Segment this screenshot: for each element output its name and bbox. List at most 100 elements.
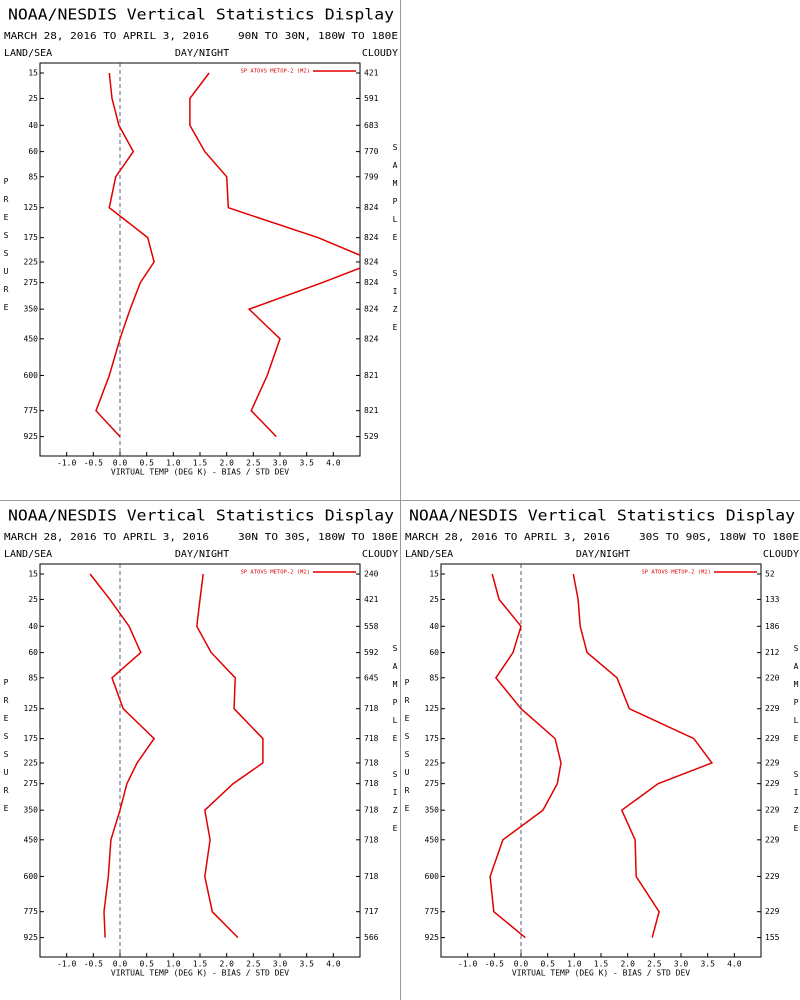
chart-panel: NOAA/NESDIS Vertical Statistics Display M… (4, 507, 398, 978)
sample-size: 229 (765, 779, 780, 788)
x-tick-label: 0.5 (139, 459, 154, 468)
y-tick-label: 775 (24, 406, 39, 415)
legend-label: SP ATOVS METOP-2 (M2) (240, 570, 310, 576)
y-tick-label: 450 (24, 835, 39, 844)
y-tick-label: 15 (28, 68, 38, 77)
divider (0, 500, 800, 501)
y-tick-label: 85 (28, 673, 38, 682)
sample-size: 718 (364, 872, 379, 881)
chart-panel: NOAA/NESDIS Vertical Statistics Display M… (405, 507, 799, 978)
y-tick-label: 775 (24, 907, 39, 916)
legend-label: SP ATOVS METOP-2 (M2) (240, 69, 310, 75)
y-tick-label: 175 (24, 233, 39, 242)
y-tick-label: 60 (28, 648, 38, 657)
sample-size: 592 (364, 648, 379, 657)
region: 90N TO 30N, 180W TO 180E (238, 31, 398, 42)
y-tick-label: 450 (24, 334, 39, 343)
y-tick-label: 925 (24, 933, 39, 942)
y-tick-label: 925 (24, 432, 39, 441)
y-tick-label: 350 (24, 305, 39, 314)
region: 30S TO 90S, 180W TO 180E (639, 532, 799, 543)
x-tick-label: 4.0 (326, 459, 341, 468)
sample-size: 718 (364, 835, 379, 844)
profile-line (95, 72, 155, 438)
y-tick-label: 15 (429, 569, 439, 578)
x-tick-label: -0.5 (485, 960, 504, 969)
x-tick-label: 1.5 (594, 960, 609, 969)
y-tick-label: 125 (24, 704, 39, 713)
x-tick-label: 1.5 (193, 960, 208, 969)
sample-size: 52 (765, 569, 775, 578)
sample-size: 529 (364, 432, 379, 441)
x-tick-label: 0.0 (113, 459, 128, 468)
y-tick-label: 85 (28, 172, 38, 181)
y-tick-label: 25 (429, 595, 439, 604)
profile-line (572, 573, 714, 938)
x-tick-label: 2.0 (219, 960, 234, 969)
x-tick-label: 2.5 (246, 459, 261, 468)
sample-size: 566 (364, 933, 379, 942)
x-tick-label: 1.5 (193, 459, 208, 468)
y-tick-label: 275 (24, 779, 39, 788)
x-tick-label: 0.5 (139, 960, 154, 969)
sample-size: 683 (364, 121, 379, 130)
sample-size: 717 (364, 907, 379, 916)
sample-size: 186 (765, 622, 780, 631)
x-tick-label: 0.0 (514, 960, 529, 969)
x-tick-label: 3.0 (674, 960, 689, 969)
x-tick-label: -0.5 (84, 459, 103, 468)
x-tick-label: 3.0 (273, 960, 288, 969)
sample-size: 229 (765, 806, 780, 815)
y-tick-label: 600 (24, 872, 39, 881)
y-tick-label: 125 (425, 704, 440, 713)
cloud: CLOUDY (763, 549, 799, 560)
x-tick-label: 2.5 (246, 960, 261, 969)
chart-title: NOAA/NESDIS Vertical Statistics Display (409, 507, 795, 525)
y-tick-label: 125 (24, 203, 39, 212)
sample-size: 133 (765, 595, 780, 604)
x-tick-label: -1.0 (57, 459, 76, 468)
y-tick-label: 60 (429, 648, 439, 657)
x-tick-label: 1.0 (567, 960, 582, 969)
y-tick-label: 275 (24, 278, 39, 287)
x-tick-label: 3.5 (299, 960, 314, 969)
legend-label: SP ATOVS METOP-2 (M2) (641, 570, 711, 576)
sample-size: 229 (765, 758, 780, 767)
sample-size: 770 (364, 147, 379, 156)
sample-size: 718 (364, 806, 379, 815)
x-tick-label: 2.0 (620, 960, 635, 969)
sample-size: 824 (364, 278, 379, 287)
profile-line (189, 72, 360, 438)
x-tick-label: 3.5 (700, 960, 715, 969)
x-tick-label: 3.5 (299, 459, 314, 468)
x-tick-label: 1.0 (166, 960, 181, 969)
sample-size: 718 (364, 704, 379, 713)
sample-size: 718 (364, 779, 379, 788)
land-sea: LAND/SEA (4, 48, 52, 59)
y-tick-label: 225 (425, 758, 440, 767)
sample-size: 821 (364, 371, 379, 380)
profile-line (196, 573, 264, 939)
chart-title: NOAA/NESDIS Vertical Statistics Display (8, 507, 394, 525)
x-tick-label: -0.5 (84, 960, 103, 969)
sample-size: 645 (364, 673, 379, 682)
sample-size: 718 (364, 734, 379, 743)
sample-size: 824 (364, 233, 379, 242)
x-axis-label: VIRTUAL TEMP (DEG K) - BIAS / STD DEV (111, 969, 289, 978)
chart-title: NOAA/NESDIS Vertical Statistics Display (8, 6, 394, 24)
x-tick-label: -1.0 (458, 960, 477, 969)
sample-size: 824 (364, 257, 379, 266)
sample-size: 229 (765, 704, 780, 713)
sample-size: 591 (364, 94, 379, 103)
land-sea: LAND/SEA (405, 549, 453, 560)
x-axis-label: VIRTUAL TEMP (DEG K) - BIAS / STD DEV (512, 969, 690, 978)
y-tick-label: 15 (28, 569, 38, 578)
region: 30N TO 30S, 180W TO 180E (238, 532, 398, 543)
x-tick-label: 4.0 (326, 960, 341, 969)
x-tick-label: 0.5 (540, 960, 555, 969)
y-tick-label: 85 (429, 673, 439, 682)
x-tick-label: -1.0 (57, 960, 76, 969)
